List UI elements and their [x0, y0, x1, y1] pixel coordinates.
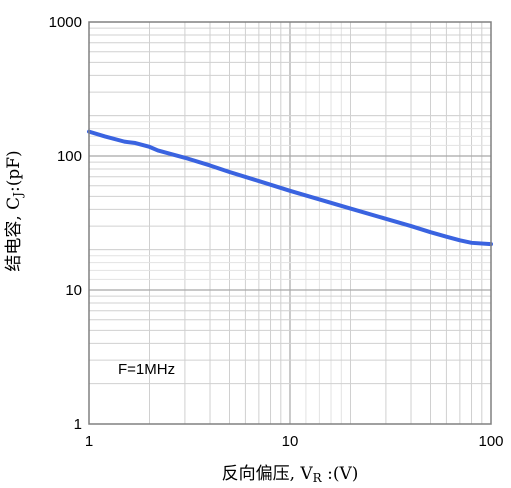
y-tick-label: 10	[65, 282, 82, 299]
x-tick-label: 100	[478, 433, 503, 450]
y-tick-label: 100	[57, 148, 82, 165]
series-line-capacitance	[87, 129, 493, 247]
x-tick-label: 1	[85, 433, 93, 450]
y-tick-label: 1000	[49, 14, 82, 31]
grid-lines	[89, 22, 491, 424]
y-tick-label: 1	[74, 416, 82, 433]
tick-labels: 1 10 100 1 10 100 1000	[49, 14, 504, 450]
plot-frame	[88, 21, 492, 425]
x-tick-label: 10	[282, 433, 299, 450]
series-layer	[87, 129, 493, 247]
y-axis-title: 结电容, CJ:(pF)	[4, 150, 25, 271]
annotation-frequency: F=1MHz	[118, 361, 175, 378]
x-axis-title: 反向偏压, VR :(V)	[222, 464, 359, 485]
